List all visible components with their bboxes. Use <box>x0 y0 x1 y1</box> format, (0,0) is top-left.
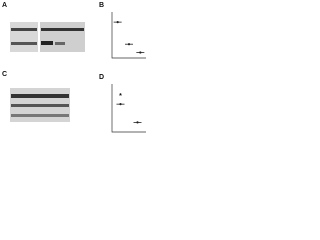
point <box>136 121 139 124</box>
panel-label: D <box>99 74 104 81</box>
point <box>139 51 142 54</box>
panel-label: B <box>99 2 104 9</box>
blot <box>10 88 70 122</box>
annotation: * <box>119 93 122 100</box>
point <box>116 21 119 24</box>
panel-label: C <box>2 71 7 78</box>
axis <box>111 12 146 59</box>
point <box>127 43 131 46</box>
blot <box>10 22 85 52</box>
point <box>119 103 122 106</box>
page: A B C D * (() => { const data = JSON.par… <box>2 1 146 133</box>
axis <box>111 84 146 133</box>
panel-label: A <box>2 2 7 9</box>
figure: A B C D * <box>2 2 146 133</box>
